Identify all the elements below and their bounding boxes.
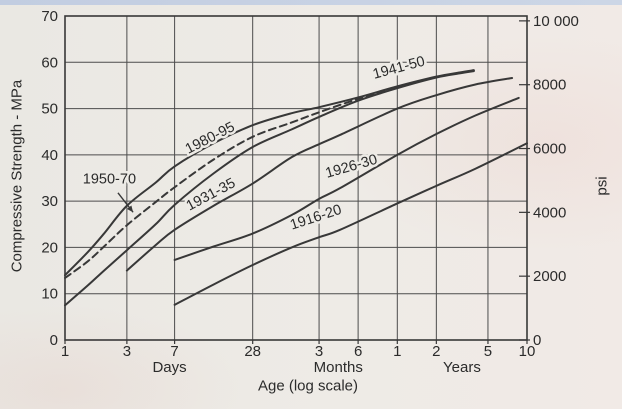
y-left-tick-label: 30: [41, 193, 58, 210]
y-left-tick-label: 50: [41, 101, 58, 118]
x-tick-label: 6: [354, 343, 362, 360]
series-curve-1916-20: [173, 142, 528, 306]
x-tick-label: 1: [393, 343, 401, 360]
y-right-tick-label: 8000: [533, 77, 566, 94]
x-tick-label: 7: [170, 343, 178, 360]
y-left-tick-label: 20: [41, 239, 58, 256]
x-axis-group-label: Months: [314, 359, 363, 376]
y-right-tick-label: 2000: [533, 268, 566, 285]
y-right-tick-label: 10 000: [533, 13, 579, 30]
y-axis-title-left: Compressive Strength - MPa: [8, 79, 26, 273]
series-label-1916-20: 1916-20: [288, 202, 344, 234]
y-right-tick-label: 0: [533, 332, 541, 349]
x-axis-group-label: Years: [443, 359, 481, 376]
plot-border: [64, 15, 528, 341]
y-left-tick-label: 10: [41, 286, 58, 303]
label-arrowhead: [126, 205, 134, 213]
series-label-1980-95: 1980-95: [183, 119, 238, 157]
x-axis-group-label: Days: [152, 359, 186, 376]
x-axis-title: Age (log scale): [257, 377, 359, 395]
x-tick-label: 1: [61, 343, 69, 360]
y-right-tick-label: 6000: [533, 141, 566, 158]
series-curve-1950-70: [64, 69, 475, 279]
y-left-tick-label: 0: [50, 332, 58, 349]
y-right-tick-label: 4000: [533, 204, 566, 221]
series-label-1926-30: 1926-30: [324, 152, 380, 182]
x-tick-label: 5: [484, 343, 492, 360]
x-tick-label: 28: [244, 343, 261, 360]
series-curve-1926-30: [173, 96, 520, 261]
x-tick-label: 3: [123, 343, 131, 360]
series-label-1941-50: 1941-50: [371, 54, 427, 83]
y-left-tick-label: 60: [41, 54, 58, 71]
y-axis-title-right: psi: [593, 176, 611, 196]
series-curve-1931-35: [125, 77, 514, 272]
y-left-tick-label: 40: [41, 147, 58, 164]
x-tick-label: 3: [315, 343, 323, 360]
series-label-1950-70: 1950-70: [83, 172, 136, 188]
y-left-tick-label: 70: [41, 8, 58, 25]
scan-edge-artifact: [0, 0, 622, 5]
x-tick-label: 10: [519, 343, 536, 360]
x-tick-label: 2: [432, 343, 440, 360]
